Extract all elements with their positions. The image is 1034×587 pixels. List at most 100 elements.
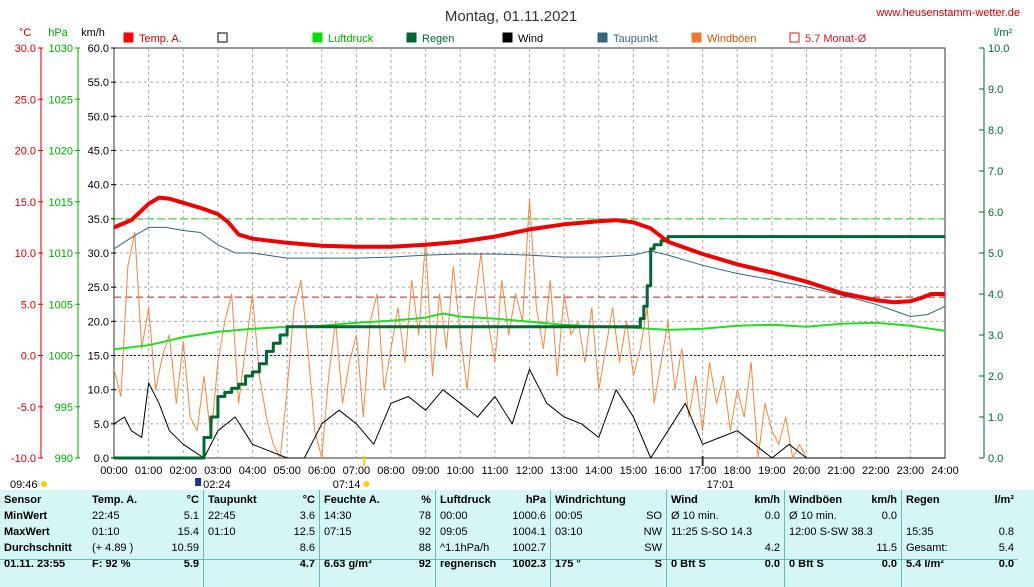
stat-press-max_v: 1004.1 [512,526,546,538]
stats-col-temp: Temp. A. °C 22:45 5.1 01:10 15.4 (+ 4.89 ) 10.5… [88,490,203,587]
stat-gust-max_t: 12:00 S-SW 38.3 [789,526,873,538]
temp-axis-tick-5: 5.0 [21,299,36,311]
wind-axis-tick-5: 35.0 [88,214,109,226]
time-tick-2: 02:00 [169,465,197,477]
stat-dew-title: Taupunkt [208,494,257,506]
stat-temp-max_t: 01:10 [92,526,120,538]
time-tick-7: 07:00 [343,465,371,477]
series [113,195,946,460]
wind-axis-tick-2: 50.0 [88,111,109,123]
time-tick-24: 24:00 [931,465,959,477]
pressure-axis-tick-0: 1030 [49,43,73,55]
stat-press-min_v: 1000.6 [512,510,546,522]
series-wind [113,368,945,459]
series-rain [114,235,945,460]
time-tick-18: 18:00 [723,465,751,477]
site-url[interactable]: www.heusenstamm-wetter.de [875,7,1020,19]
stat-dew-avg_v: 8.6 [299,542,315,554]
time-tick-14: 14:00 [585,465,613,477]
pressure-axis-tick-8: 990 [55,453,73,465]
series-pressure [113,312,946,351]
time-tick-22: 22:00 [862,465,890,477]
stat-press-unit: hPa [525,494,546,506]
stat-hum-max_t: 07:15 [324,526,352,538]
legend-swatch-0 [123,32,134,43]
time-tick-16: 16:00 [654,465,682,477]
stat-dir-max_t: 03:10 [555,526,583,538]
stat-dew-max_v: 12.5 [293,526,315,538]
stat-temp-avg_t: (+ 4.89 ) [92,542,134,554]
stat-hum-min_v: 78 [418,510,431,522]
label-min: MinWert [4,510,48,522]
legend-label-6: Windböen [707,33,757,45]
legend-label-5: Taupunkt [613,33,658,45]
stats-table: Sensor MinWert MaxWert Durchschnitt 01.1… [0,490,1034,587]
time-tick-9: 09:00 [412,465,440,477]
time-tick-5: 05:00 [273,465,301,477]
wind-axis-tick-11: 5.0 [94,419,109,431]
rain-axis-tick-0: 10.0 [988,43,1009,55]
label-avg: Durchschnitt [4,542,72,554]
rain-axis-tick-6: 4.0 [988,289,1003,301]
stat-dir-min_t: 00:05 [555,510,583,522]
wind-axis-tick-6: 30.0 [88,248,109,260]
rain-axis-tick-2: 8.0 [988,125,1003,137]
time-tick-17: 17:00 [689,465,717,477]
stat-gust-cur_v: 0.0 [881,558,897,570]
stat-press-avg_t: ^1.1hPa/h [440,542,490,554]
pressure-axis-tick-2: 1020 [49,146,73,158]
stats-col-press: Luftdruck hPa 00:00 1000.6 09:05 1004.1 ^1.1hP… [435,490,550,587]
pressure-axis-tick-1: 1025 [49,94,73,106]
stat-rain-max_v: 0.8 [998,526,1014,538]
stat-gust-title: Windböen [789,494,843,506]
temp-axis-tick-2: 20.0 [15,146,36,158]
legend-swatch-2 [312,32,323,43]
time-tick-15: 15:00 [620,465,648,477]
time-tick-8: 08:00 [377,465,405,477]
weather-chart: Montag, 01.11.2021 www.heusenstamm-wette… [10,7,1020,490]
stat-dew-min_t: 22:45 [208,510,236,522]
series-temp [113,195,945,305]
time-marker-1: 02:24 [203,479,231,490]
temp-axis-tick-6: 0.0 [21,351,36,363]
legend-swatch-3 [406,32,417,43]
label-max: MaxWert [4,526,50,538]
wind-axis-label: km/h [81,27,105,39]
time-tick-12: 12:00 [516,465,544,477]
stat-rain-unit: l/m² [994,494,1014,506]
stats-header-sensor: Sensor [4,494,42,506]
stat-wind-unit: km/h [754,494,780,506]
stat-dir-avg_v: SW [644,542,662,554]
legend-swatch-4 [502,32,513,43]
pressure-axis-tick-7: 995 [55,402,73,414]
stat-temp-title: Temp. A. [92,494,138,506]
stat-gust-min_t: Ø 10 min. [789,510,837,522]
stat-temp-avg_v: 10.59 [171,542,199,554]
rain-axis-tick-7: 3.0 [988,330,1003,342]
time-tick-0: 00:00 [100,465,128,477]
stat-wind-avg_v: 4.2 [764,542,780,554]
rain-axis-tick-10: 0.0 [988,453,1003,465]
stats-col-wind: Wind km/h Ø 10 min. 0.0 11:25 S-SO 14.3 4.2 0 … [666,490,784,587]
rain-axis-tick-3: 7.0 [988,166,1003,178]
stat-dew-unit: °C [302,494,315,506]
wind-axis-tick-8: 20.0 [88,316,109,328]
stats-col-dir: Windrichtung 00:05 SO 03:10 NW SW 175 ° S [550,490,666,587]
time-tick-3: 03:00 [204,465,232,477]
chart-title: Montag, 01.11.2021 [445,8,577,25]
pressure-axis-tick-3: 1015 [49,197,73,209]
legend-swatch-6 [691,32,702,43]
stat-hum-avg_v: 88 [418,542,431,554]
stat-temp-cur_v: 5.9 [183,558,199,570]
stat-hum-cur_v: 92 [418,558,431,570]
temp-axis-tick-3: 15.0 [15,197,36,209]
pressure-axis-tick-4: 1010 [49,248,73,260]
legend: Temp. A. Luftdruck Regen Wind Taupunkt Windbö… [123,32,867,45]
time-tick-1: 01:00 [135,465,163,477]
wind-axis-tick-10: 10.0 [88,385,109,397]
legend-swatch-5 [597,32,608,43]
temp-axis-tick-7: -5.0 [17,402,36,414]
stat-temp-max_v: 15.4 [177,526,199,538]
axes: 30.0 25.0 20.0 15.0 10.0 5.0 0.0 -5.0 -10.0 1030 1… [11,43,1010,477]
time-tick-23: 23:00 [897,465,925,477]
